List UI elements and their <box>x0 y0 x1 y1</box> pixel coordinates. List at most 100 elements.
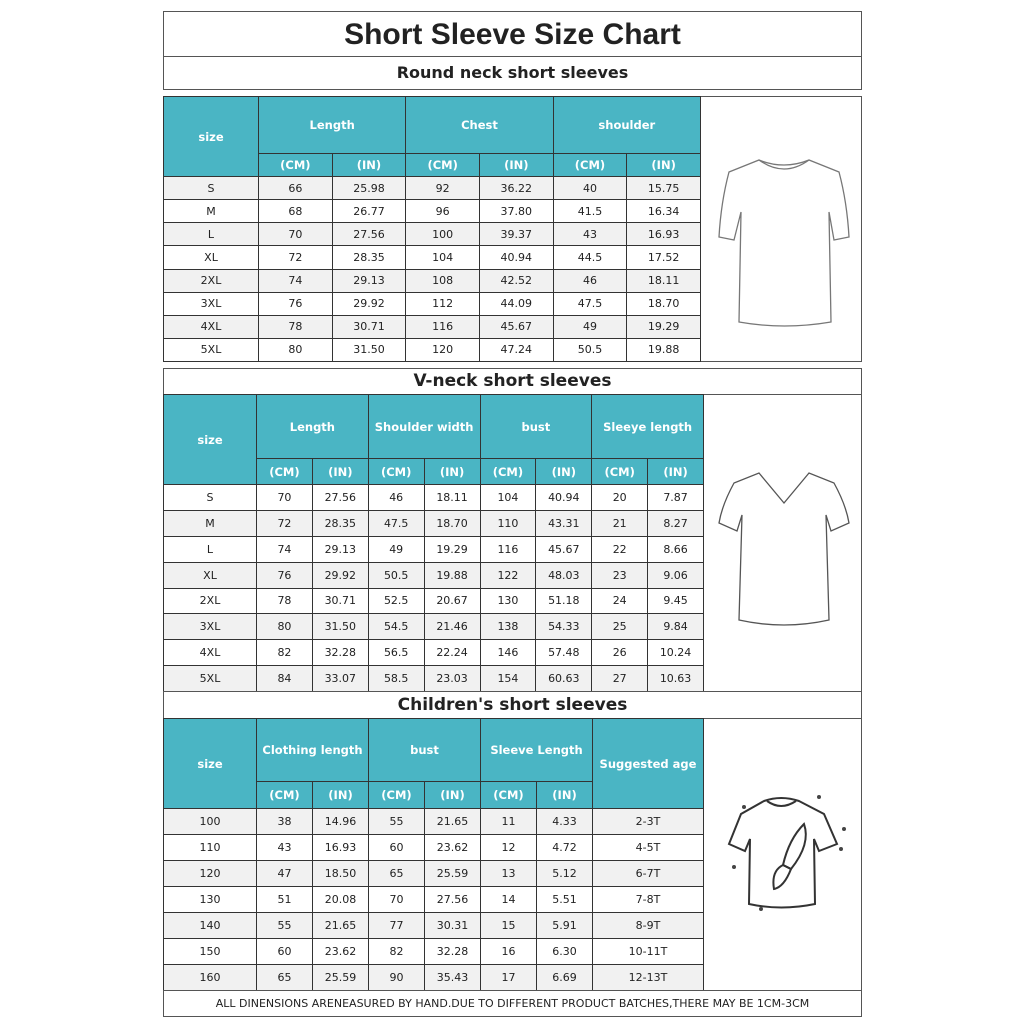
unit-header: (IN) <box>478 153 554 177</box>
value-cell: 82 <box>256 639 313 667</box>
table-row: 110 43 16.93 60 23.62 12 4.72 4-5T <box>163 834 704 861</box>
value-cell: 50.5 <box>367 561 425 589</box>
table-row: 4XL 82 32.28 56.5 22.24 146 57.48 26 10.24 <box>163 639 704 667</box>
table-row: 3XL 76 29.92 112 44.09 47.5 18.70 <box>163 291 701 316</box>
unit-header: (CM) <box>256 458 313 485</box>
value-cell: 6.30 <box>536 938 593 965</box>
column-group-header: Shoulder width <box>367 394 481 459</box>
value-cell: 8.27 <box>647 509 704 537</box>
value-cell: 130 <box>479 587 537 615</box>
value-cell: 35.43 <box>424 964 481 991</box>
value-cell: 110 <box>479 509 537 537</box>
size-header: size <box>163 96 259 177</box>
value-cell: 8.66 <box>647 535 704 563</box>
value-cell: 27.56 <box>311 484 369 511</box>
value-cell: 20.08 <box>312 886 369 913</box>
unit-header: (IN) <box>647 458 704 485</box>
value-cell: 43 <box>256 834 313 861</box>
column-group-header: Chest <box>405 96 554 154</box>
size-cell: L <box>163 535 257 563</box>
value-cell: 27.56 <box>424 886 481 913</box>
value-cell: 104 <box>479 484 537 511</box>
value-cell: 5.91 <box>536 912 593 939</box>
size-cell: 100 <box>163 808 257 835</box>
size-cell: 3XL <box>163 291 259 316</box>
measurement-disclaimer: ALL DINENSIONS ARENEASURED BY HAND.DUE T… <box>163 990 862 1017</box>
value-cell: 36.22 <box>478 175 554 201</box>
unit-header: (IN) <box>311 458 369 485</box>
unit-header: (CM) <box>258 153 333 177</box>
value-cell: 14.96 <box>312 808 369 835</box>
value-cell: 9.06 <box>647 561 704 589</box>
value-cell: 37.80 <box>478 199 554 224</box>
table-row: 5XL 84 33.07 58.5 23.03 154 60.63 27 10.63 <box>163 665 704 692</box>
value-cell: 24 <box>591 587 649 615</box>
table-row: 5XL 80 31.50 120 47.24 50.5 19.88 <box>163 337 701 363</box>
unit-header: (IN) <box>423 458 481 485</box>
size-cell: 150 <box>163 938 257 965</box>
value-cell: 5.12 <box>536 860 593 887</box>
value-cell: 116 <box>405 314 480 339</box>
value-cell: 56.5 <box>367 639 425 667</box>
value-cell: 21.65 <box>424 808 481 835</box>
value-cell: 22.24 <box>423 639 481 667</box>
value-cell: 18.11 <box>626 268 701 293</box>
v-neck-heading: V-neck short sleeves <box>163 368 862 395</box>
value-cell: 23 <box>591 561 649 589</box>
value-cell: 7.87 <box>647 484 704 511</box>
value-cell: 58.5 <box>367 665 425 692</box>
table-row: M 72 28.35 47.5 18.70 110 43.31 21 8.27 <box>163 509 704 537</box>
value-cell: 43.31 <box>535 509 593 537</box>
table-row: XL 72 28.35 104 40.94 44.5 17.52 <box>163 245 701 270</box>
unit-header: (CM) <box>256 781 313 809</box>
value-cell: 28.35 <box>311 509 369 537</box>
value-cell: 17.52 <box>626 245 701 270</box>
value-cell: 17 <box>480 964 537 991</box>
value-cell: 90 <box>368 964 425 991</box>
value-cell: 9.84 <box>647 613 704 641</box>
value-cell: 60 <box>368 834 425 861</box>
table-row: 150 60 23.62 82 32.28 16 6.30 10-11T <box>163 938 704 965</box>
value-cell: 96 <box>405 199 480 224</box>
value-cell: 57.48 <box>535 639 593 667</box>
unit-header: (IN) <box>331 153 407 177</box>
value-cell: 29.92 <box>331 291 407 316</box>
unit-header: (CM) <box>368 781 425 809</box>
size-cell: 4XL <box>163 639 257 667</box>
v-neck-size-table: size Length Shoulder width bust Sleeye lengt… <box>163 394 704 692</box>
column-group-header: Length <box>257 96 407 154</box>
value-cell: 4-5T <box>592 834 704 861</box>
column-group-header: Sleeye length <box>591 394 704 459</box>
value-cell: 78 <box>258 314 333 339</box>
value-cell: 25.59 <box>424 860 481 887</box>
value-cell: 2-3T <box>592 808 704 835</box>
table-row: L 70 27.56 100 39.37 43 16.93 <box>163 222 701 247</box>
value-cell: 76 <box>258 291 333 316</box>
value-cell: 19.88 <box>423 561 481 589</box>
value-cell: 60.63 <box>535 665 593 692</box>
value-cell: 74 <box>258 268 333 293</box>
page-title: Short Sleeve Size Chart <box>163 11 862 57</box>
value-cell: 92 <box>405 175 480 201</box>
value-cell: 16.34 <box>626 199 701 224</box>
value-cell: 4.72 <box>536 834 593 861</box>
value-cell: 108 <box>405 268 480 293</box>
table-row: 140 55 21.65 77 30.31 15 5.91 8-9T <box>163 912 704 939</box>
value-cell: 27 <box>591 665 649 692</box>
value-cell: 4.33 <box>536 808 593 835</box>
value-cell: 38 <box>256 808 313 835</box>
value-cell: 27.56 <box>331 222 407 247</box>
value-cell: 72 <box>258 245 333 270</box>
value-cell: 45.67 <box>535 535 593 563</box>
value-cell: 20.67 <box>423 587 481 615</box>
value-cell: 29.13 <box>331 268 407 293</box>
value-cell: 41.5 <box>552 199 628 224</box>
size-cell: 110 <box>163 834 257 861</box>
kids-tshirt-paintbrush-icon <box>727 795 846 911</box>
value-cell: 82 <box>368 938 425 965</box>
value-cell: 51 <box>256 886 313 913</box>
value-cell: 14 <box>480 886 537 913</box>
value-cell: 7-8T <box>592 886 704 913</box>
value-cell: 18.70 <box>423 509 481 537</box>
value-cell: 11 <box>480 808 537 835</box>
